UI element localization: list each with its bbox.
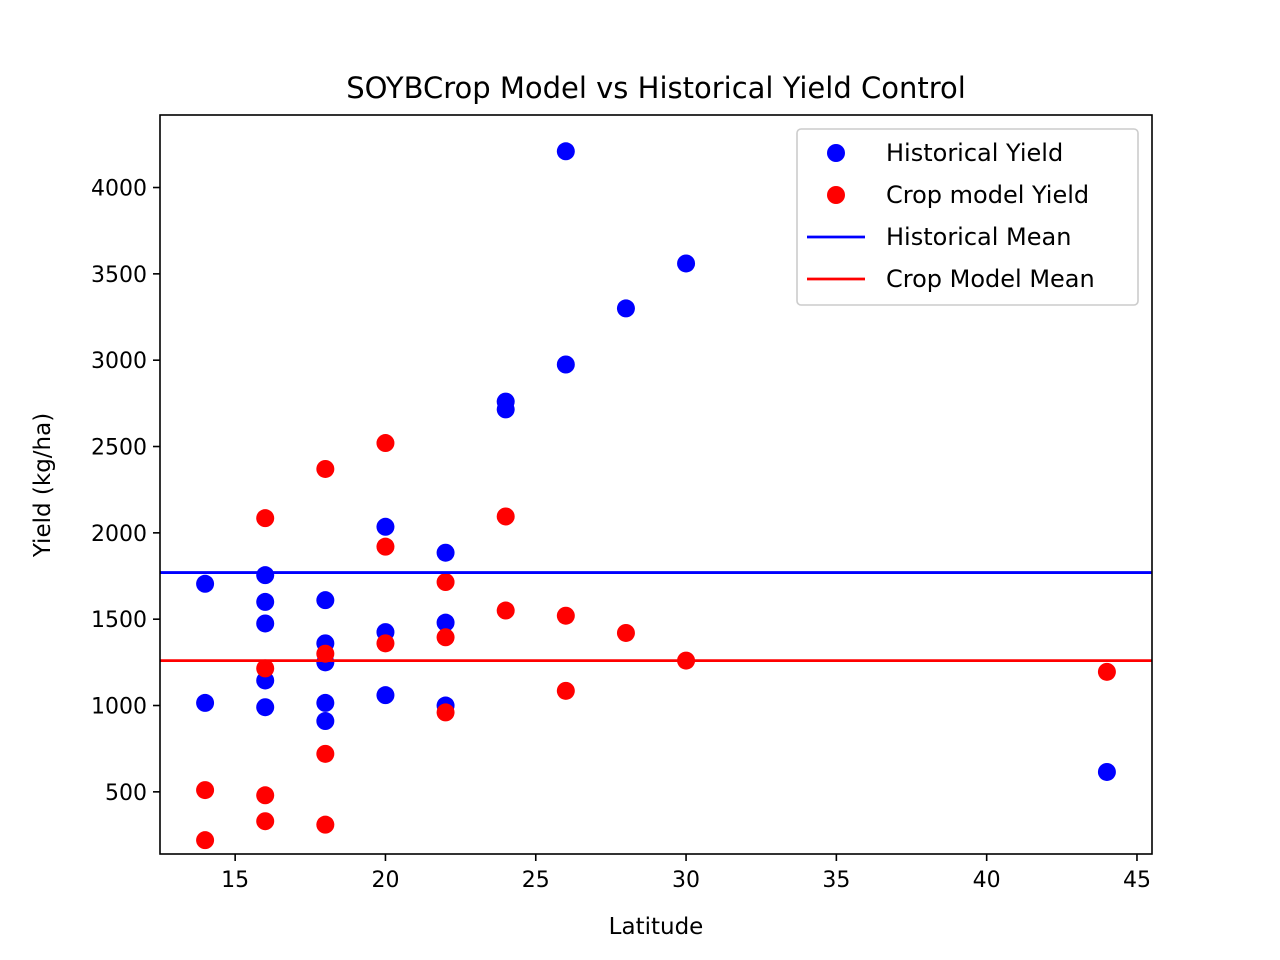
historical-yield-point — [677, 254, 696, 273]
historical-yield-point — [316, 712, 335, 731]
y-tick-label: 1000 — [91, 695, 147, 720]
legend-label-historical-yield: Historical Yield — [886, 139, 1063, 167]
legend-label-historical-mean: Historical Mean — [886, 223, 1071, 251]
historical-yield-point — [316, 693, 335, 712]
historical-yield-point — [1097, 762, 1116, 781]
crop-model-yield-point — [316, 644, 335, 663]
x-tick-label: 25 — [522, 868, 550, 893]
historical-yield-point — [556, 355, 575, 374]
y-tick-label: 3500 — [91, 263, 147, 288]
x-axis-ticks: 15 20 25 30 35 40 45 — [221, 854, 1151, 893]
crop-model-yield-point — [256, 659, 275, 678]
crop-model-yield-point — [316, 815, 335, 834]
historical-yield-point — [556, 142, 575, 161]
crop-model-yield-point — [316, 459, 335, 478]
y-tick-label: 500 — [105, 781, 147, 806]
historical-yield-point — [436, 613, 455, 632]
crop-model-yield-point — [496, 601, 515, 620]
legend-marker-historical-yield — [827, 144, 845, 162]
y-tick-label: 2000 — [91, 522, 147, 547]
crop-model-yield-point — [376, 434, 395, 453]
crop-model-yield-point — [256, 812, 275, 831]
legend-label-crop-model-mean: Crop Model Mean — [886, 265, 1095, 293]
crop-model-yield-point — [616, 623, 635, 642]
legend-box — [796, 128, 1139, 306]
crop-model-yield-point — [436, 628, 455, 647]
x-tick-label: 40 — [973, 868, 1001, 893]
x-tick-label: 15 — [221, 868, 249, 893]
crop-model-yield-point — [436, 573, 455, 592]
x-tick-label: 45 — [1123, 868, 1151, 893]
y-axis-ticks: 500 1000 1500 2000 2500 3000 3500 4000 — [91, 177, 160, 806]
historical-yield-point — [436, 543, 455, 562]
crop-model-yield-point — [436, 703, 455, 722]
x-tick-label: 20 — [371, 868, 399, 893]
crop-model-yield-point — [256, 509, 275, 528]
crop-model-yield-point — [196, 781, 215, 800]
x-axis-label: Latitude — [609, 914, 704, 940]
crop-model-yield-point — [196, 831, 215, 850]
historical-yield-point — [256, 566, 275, 585]
legend: Historical Yield Crop model Yield Historic… — [796, 128, 1139, 306]
crop-model-yield-point — [496, 507, 515, 526]
y-tick-label: 2500 — [91, 436, 147, 461]
y-tick-label: 1500 — [91, 608, 147, 633]
historical-yield-point — [376, 686, 395, 705]
crop-model-yield-point — [376, 634, 395, 653]
plot-frame — [159, 114, 1153, 855]
historical-yield-point — [256, 614, 275, 633]
historical-yield-point — [196, 574, 215, 593]
historical-yield-point — [496, 400, 515, 419]
x-tick-label: 35 — [822, 868, 850, 893]
crop-model-yield-point — [376, 537, 395, 556]
historical-yield-point — [376, 517, 395, 536]
plot-area — [159, 114, 1153, 855]
y-axis-label: Yield (kg/ha) — [30, 413, 56, 558]
historical-yield-point — [196, 693, 215, 712]
y-tick-label: 3000 — [91, 349, 147, 374]
historical-yield-point — [316, 591, 335, 610]
crop-model-yield-point — [256, 786, 275, 805]
crop-model-yield-point — [316, 744, 335, 763]
y-tick-label: 4000 — [91, 177, 147, 202]
legend-marker-crop-model-yield — [827, 186, 845, 204]
chart-title: SOYBCrop Model vs Historical Yield Contr… — [346, 71, 966, 105]
crop-model-yield-point — [556, 606, 575, 625]
legend-label-crop-model-yield: Crop model Yield — [886, 181, 1089, 209]
x-tick-label: 30 — [672, 868, 700, 893]
historical-yield-point — [616, 299, 635, 318]
crop-model-yield-point — [556, 681, 575, 700]
historical-yield-point — [256, 698, 275, 717]
historical-yield-point — [256, 592, 275, 611]
crop-model-yield-point — [1097, 662, 1116, 681]
